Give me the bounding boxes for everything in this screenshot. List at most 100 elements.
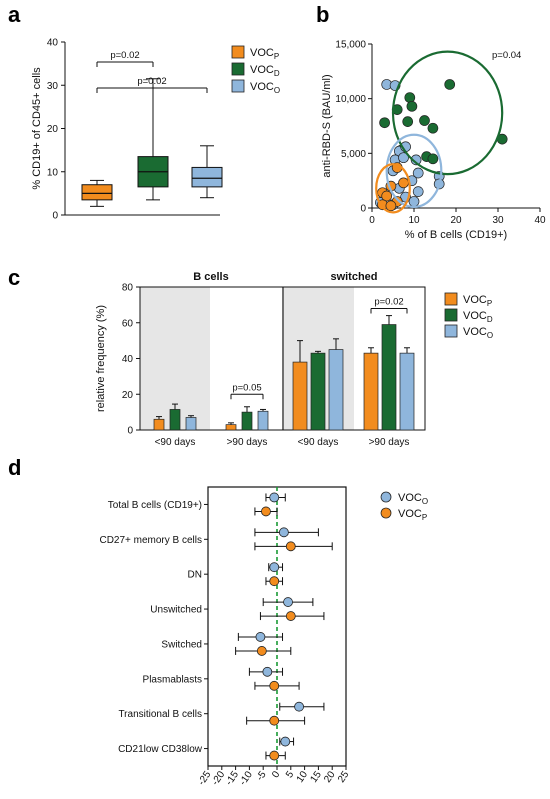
legend-label-main: VOC: [250, 47, 274, 59]
y-category-label: Switched: [161, 639, 202, 650]
scatter-point-D: [402, 116, 414, 127]
x-tick-label: -5: [255, 769, 269, 783]
estimate-point-O: [294, 701, 304, 712]
x-category-label: <90 days: [298, 437, 339, 448]
legend-label-sub: O: [487, 331, 493, 340]
bar-P: [363, 352, 379, 431]
legend-label-sub: D: [274, 69, 280, 78]
legend-label-P: VOCP: [250, 47, 279, 61]
estimate-point-O: [255, 632, 266, 642]
legend-swatch-P: [444, 292, 458, 306]
x-category-label: <90 days: [155, 437, 196, 448]
legend-swatch-D: [444, 308, 458, 322]
estimate-point-P: [269, 715, 280, 726]
legend-label-main: VOC: [463, 326, 487, 338]
estimate-point-O: [262, 666, 273, 677]
box-P: [81, 184, 113, 201]
y-axis-label: anti-RBD-S (BAU/ml): [321, 74, 333, 177]
x-tick-label: 10: [408, 215, 420, 226]
bar-O: [185, 417, 197, 431]
estimate-point-P: [285, 541, 296, 552]
y-tick-label: 0: [52, 211, 58, 222]
x-tick-label: 30: [492, 215, 504, 226]
legend-swatch-P: [231, 45, 245, 59]
legend-label-P: VOCP: [398, 508, 427, 522]
estimate-point-O: [280, 736, 291, 747]
legend-label-O: VOCO: [398, 492, 428, 506]
y-category-label: Transitional B cells: [118, 709, 202, 720]
estimate-point-P: [285, 611, 296, 621]
group-header: B cells: [193, 271, 228, 283]
scatter-point-P: [398, 177, 409, 189]
y-tick-label: 15,000: [335, 40, 366, 51]
x-tick-label: 20: [450, 215, 462, 226]
bar-P: [153, 418, 165, 431]
y-tick-label: 20: [122, 390, 134, 401]
scatter-point-D: [427, 122, 439, 134]
estimate-point-O: [269, 492, 280, 503]
bar-O: [399, 352, 415, 431]
legend-label-main: VOC: [250, 81, 274, 93]
bar-P: [225, 424, 237, 431]
legend-label-main: VOC: [463, 294, 487, 306]
bar-D: [310, 352, 326, 431]
x-tick-label: 40: [534, 215, 546, 226]
confidence-ellipse-P: [375, 163, 411, 214]
legend-label-sub: D: [487, 315, 493, 324]
y-axis-label: % CD19+ of CD45+ cells: [31, 67, 43, 190]
x-axis-label: % of B cells (CD19+): [405, 229, 507, 241]
bar-P: [292, 361, 308, 431]
bar-D: [381, 324, 397, 431]
x-tick-label: -10: [238, 769, 256, 788]
p-value-label: p=0.02: [374, 296, 403, 307]
scatter-point-P: [385, 200, 397, 212]
y-category-label: CD27+ memory B cells: [99, 535, 202, 546]
y-tick-label: 80: [122, 283, 134, 294]
legend-marker-O: [380, 491, 392, 503]
scatter-point-O: [408, 196, 420, 207]
x-tick-label: 0: [369, 215, 375, 226]
scatter-point-D: [427, 153, 439, 165]
estimate-point-P: [256, 646, 267, 656]
estimate-point-P: [269, 750, 280, 761]
scatter-point-D: [419, 115, 430, 126]
panel-a-boxplot: 0 10 20 30 40 % CD19+ of CD45+ cells p=0.02 p=0…: [31, 38, 280, 222]
x-tick-label: 20: [322, 769, 338, 785]
y-tick-label: 20: [47, 124, 59, 135]
x-tick-label: 10: [295, 769, 311, 785]
y-tick-label: 10: [47, 167, 59, 178]
x-tick-label: 15: [308, 769, 324, 785]
p-value-label: p=0.05: [232, 382, 261, 393]
panel-letter-c: c: [8, 265, 20, 290]
scatter-point-D: [379, 117, 390, 129]
scatter-point-D: [444, 79, 456, 90]
panel-letter-d: d: [8, 455, 21, 480]
y-category-label: DN: [188, 570, 202, 581]
bar-O: [257, 410, 269, 431]
y-tick-label: 60: [122, 318, 134, 329]
p-value-label: p=0.02: [137, 76, 166, 87]
legend-label-sub: O: [274, 86, 280, 95]
y-tick-label: 10,000: [335, 94, 366, 105]
y-tick-label: 40: [122, 354, 134, 365]
scatter-point-O: [398, 152, 409, 164]
legend-label-main: VOC: [250, 64, 274, 76]
legend-label-main: VOC: [463, 310, 487, 322]
panel-letter-a: a: [8, 2, 21, 27]
estimate-point-O: [278, 527, 289, 538]
legend-label-main: VOC: [398, 508, 422, 520]
x-tick-label: 25: [336, 769, 352, 785]
confidence-ellipse-O: [385, 133, 443, 209]
estimate-point-P: [261, 506, 271, 517]
y-category-label: CD21low CD38low: [118, 744, 203, 755]
group-header: switched: [330, 271, 377, 283]
x-category-label: >90 days: [227, 437, 268, 448]
legend-swatch-O: [231, 79, 245, 93]
y-axis-label: relative frequency (%): [95, 305, 107, 412]
legend-label-O: VOCO: [463, 326, 493, 340]
legend-swatch-D: [231, 62, 245, 76]
panel-b-scatter: 0 5,000 10,000 15,000 0 10 20 30 40 % of B cells …: [321, 40, 546, 242]
estimate-point-P: [269, 576, 280, 587]
bar-D: [169, 409, 181, 431]
